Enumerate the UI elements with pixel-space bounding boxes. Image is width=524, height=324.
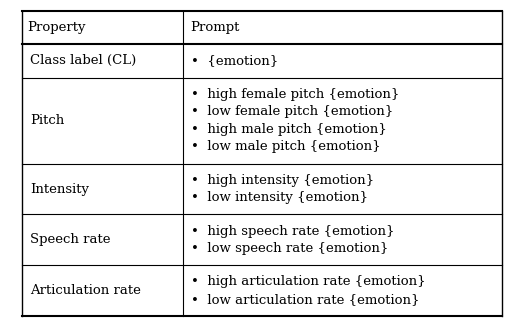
Text: •  low female pitch {emotion}: • low female pitch {emotion} bbox=[191, 105, 393, 118]
Text: Intensity: Intensity bbox=[30, 182, 89, 196]
Text: Pitch: Pitch bbox=[30, 114, 64, 127]
Text: Articulation rate: Articulation rate bbox=[30, 284, 141, 297]
Text: •  high female pitch {emotion}: • high female pitch {emotion} bbox=[191, 88, 399, 101]
Text: •  high intensity {emotion}: • high intensity {emotion} bbox=[191, 174, 374, 187]
Text: Class label (CL): Class label (CL) bbox=[30, 54, 136, 67]
Text: •  high speech rate {emotion}: • high speech rate {emotion} bbox=[191, 225, 394, 237]
Text: Speech rate: Speech rate bbox=[30, 233, 111, 246]
Text: •  {emotion}: • {emotion} bbox=[191, 54, 278, 67]
Text: •  high articulation rate {emotion}: • high articulation rate {emotion} bbox=[191, 275, 425, 288]
Text: •  high male pitch {emotion}: • high male pitch {emotion} bbox=[191, 123, 386, 136]
Text: •  low male pitch {emotion}: • low male pitch {emotion} bbox=[191, 141, 380, 154]
Text: •  low articulation rate {emotion}: • low articulation rate {emotion} bbox=[191, 293, 419, 306]
Text: •  low intensity {emotion}: • low intensity {emotion} bbox=[191, 191, 368, 204]
Text: Property: Property bbox=[27, 21, 86, 34]
Text: •  low speech rate {emotion}: • low speech rate {emotion} bbox=[191, 242, 388, 255]
Text: Prompt: Prompt bbox=[191, 21, 240, 34]
